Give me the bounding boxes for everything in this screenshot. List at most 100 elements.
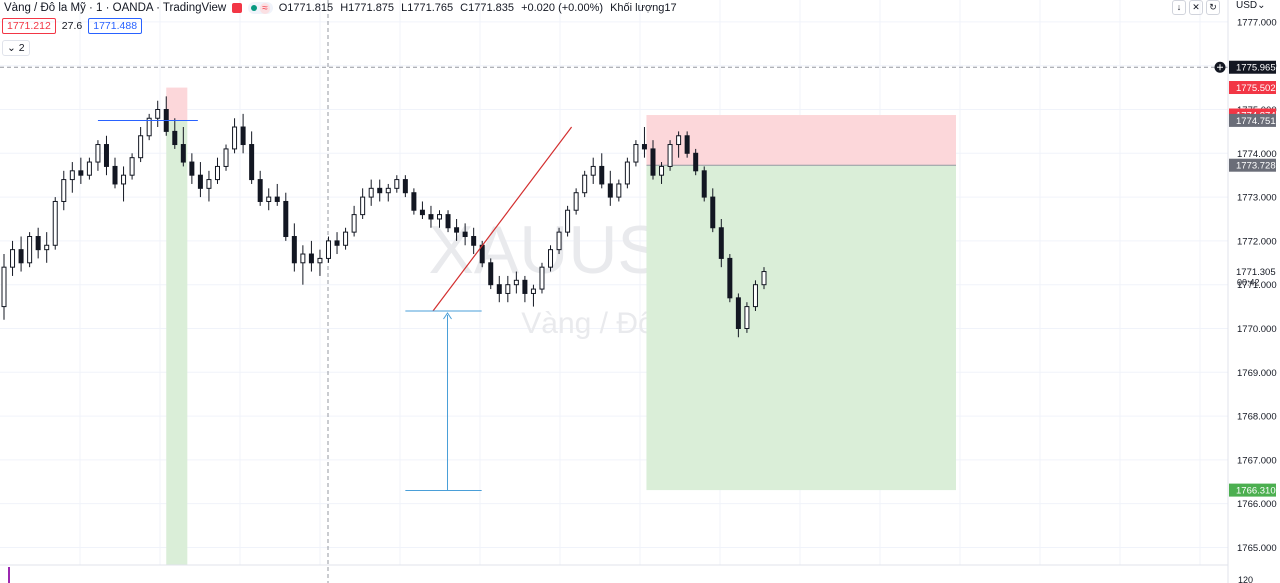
candle[interactable]: [710, 188, 716, 233]
candle[interactable]: [599, 153, 605, 189]
candle[interactable]: [300, 245, 306, 285]
candle[interactable]: [505, 275, 511, 303]
candle[interactable]: [325, 236, 331, 263]
candle[interactable]: [385, 183, 391, 202]
left-stop-zone[interactable]: [166, 87, 188, 121]
candle[interactable]: [214, 157, 220, 184]
candle[interactable]: [454, 218, 460, 241]
candle[interactable]: [624, 157, 630, 189]
candle[interactable]: [180, 127, 186, 167]
candle[interactable]: [317, 249, 323, 276]
candle[interactable]: [539, 262, 545, 294]
price-axis[interactable]: 1777.0001776.0001775.0001774.0001773.000…: [1237, 17, 1277, 554]
candle[interactable]: [641, 127, 647, 158]
candle[interactable]: [368, 179, 374, 206]
candle[interactable]: [334, 232, 340, 255]
candle[interactable]: [1, 254, 7, 320]
right-target-zone[interactable]: [646, 165, 956, 491]
candle[interactable]: [530, 284, 536, 307]
candle[interactable]: [35, 227, 41, 259]
candle[interactable]: [659, 162, 665, 184]
candle[interactable]: [573, 188, 579, 215]
candle[interactable]: [522, 275, 528, 303]
candle[interactable]: [428, 205, 434, 228]
right-stop-zone[interactable]: [646, 115, 956, 166]
candle[interactable]: [667, 140, 673, 171]
trend-line[interactable]: [432, 126, 573, 312]
sell-button[interactable]: 1771.212: [2, 18, 56, 34]
symbol-title[interactable]: Vàng / Đô la Mỹ · 1 · OANDA · TradingVie…: [4, 2, 227, 14]
candle[interactable]: [462, 223, 468, 246]
refresh-icon[interactable]: ↻: [1206, 0, 1220, 15]
candle[interactable]: [718, 218, 724, 268]
candle[interactable]: [343, 227, 349, 250]
candle[interactable]: [513, 271, 519, 294]
candle[interactable]: [565, 205, 571, 237]
candle[interactable]: [419, 201, 425, 219]
candle[interactable]: [701, 166, 707, 202]
candle[interactable]: [172, 118, 178, 149]
candle[interactable]: [590, 157, 596, 184]
candle[interactable]: [727, 254, 733, 303]
candle[interactable]: [291, 223, 297, 272]
candle[interactable]: [633, 140, 639, 167]
candle[interactable]: [548, 245, 554, 272]
candle[interactable]: [44, 232, 50, 263]
candle[interactable]: [129, 153, 135, 180]
collapse-icon[interactable]: ✕: [1189, 0, 1203, 15]
candle[interactable]: [607, 170, 613, 206]
candle[interactable]: [360, 188, 366, 219]
candle[interactable]: [197, 162, 203, 198]
candle[interactable]: [556, 227, 562, 255]
candle[interactable]: [232, 118, 238, 154]
candle[interactable]: [189, 153, 195, 184]
candle[interactable]: [274, 183, 280, 206]
candle[interactable]: [95, 140, 101, 171]
candle[interactable]: [308, 240, 314, 272]
candle[interactable]: [684, 131, 690, 158]
candle[interactable]: [437, 210, 443, 228]
candle[interactable]: [676, 131, 682, 158]
candle[interactable]: [266, 188, 272, 211]
candle[interactable]: [471, 227, 477, 255]
candle[interactable]: [394, 175, 400, 193]
candle[interactable]: [744, 302, 750, 333]
candle[interactable]: [206, 170, 212, 202]
candle[interactable]: [445, 210, 451, 233]
candle[interactable]: [103, 135, 109, 176]
candle[interactable]: [761, 267, 767, 290]
candle[interactable]: [693, 148, 699, 176]
price-range-measure[interactable]: [405, 310, 482, 492]
candle[interactable]: [616, 179, 622, 202]
candle[interactable]: [223, 144, 229, 171]
candle[interactable]: [402, 175, 408, 198]
candle[interactable]: [411, 188, 417, 215]
status-pill[interactable]: ≈: [248, 2, 273, 14]
candle[interactable]: [240, 113, 246, 154]
candle[interactable]: [18, 236, 24, 272]
candle[interactable]: [146, 113, 152, 141]
candle[interactable]: [155, 100, 161, 128]
candle[interactable]: [496, 275, 502, 303]
candle[interactable]: [61, 170, 67, 211]
candle[interactable]: [488, 258, 494, 290]
currency-selector[interactable]: USD⌄: [1236, 0, 1266, 11]
buy-button[interactable]: 1771.488: [88, 18, 143, 34]
candle[interactable]: [52, 197, 58, 250]
candle[interactable]: [121, 166, 127, 202]
candle[interactable]: [69, 162, 75, 193]
candle[interactable]: [249, 131, 255, 184]
candle[interactable]: [86, 157, 92, 180]
arrow-down-icon[interactable]: ↓: [1172, 0, 1186, 15]
candle[interactable]: [138, 127, 144, 163]
candle[interactable]: [377, 179, 383, 202]
indicators-toggle[interactable]: ⌄ 2: [2, 40, 30, 56]
candle[interactable]: [78, 157, 84, 184]
left-target-zone[interactable]: [166, 120, 188, 565]
candle[interactable]: [112, 157, 118, 189]
candle[interactable]: [257, 170, 263, 206]
candle[interactable]: [735, 293, 741, 338]
candle[interactable]: [283, 192, 289, 241]
candle[interactable]: [752, 280, 758, 311]
